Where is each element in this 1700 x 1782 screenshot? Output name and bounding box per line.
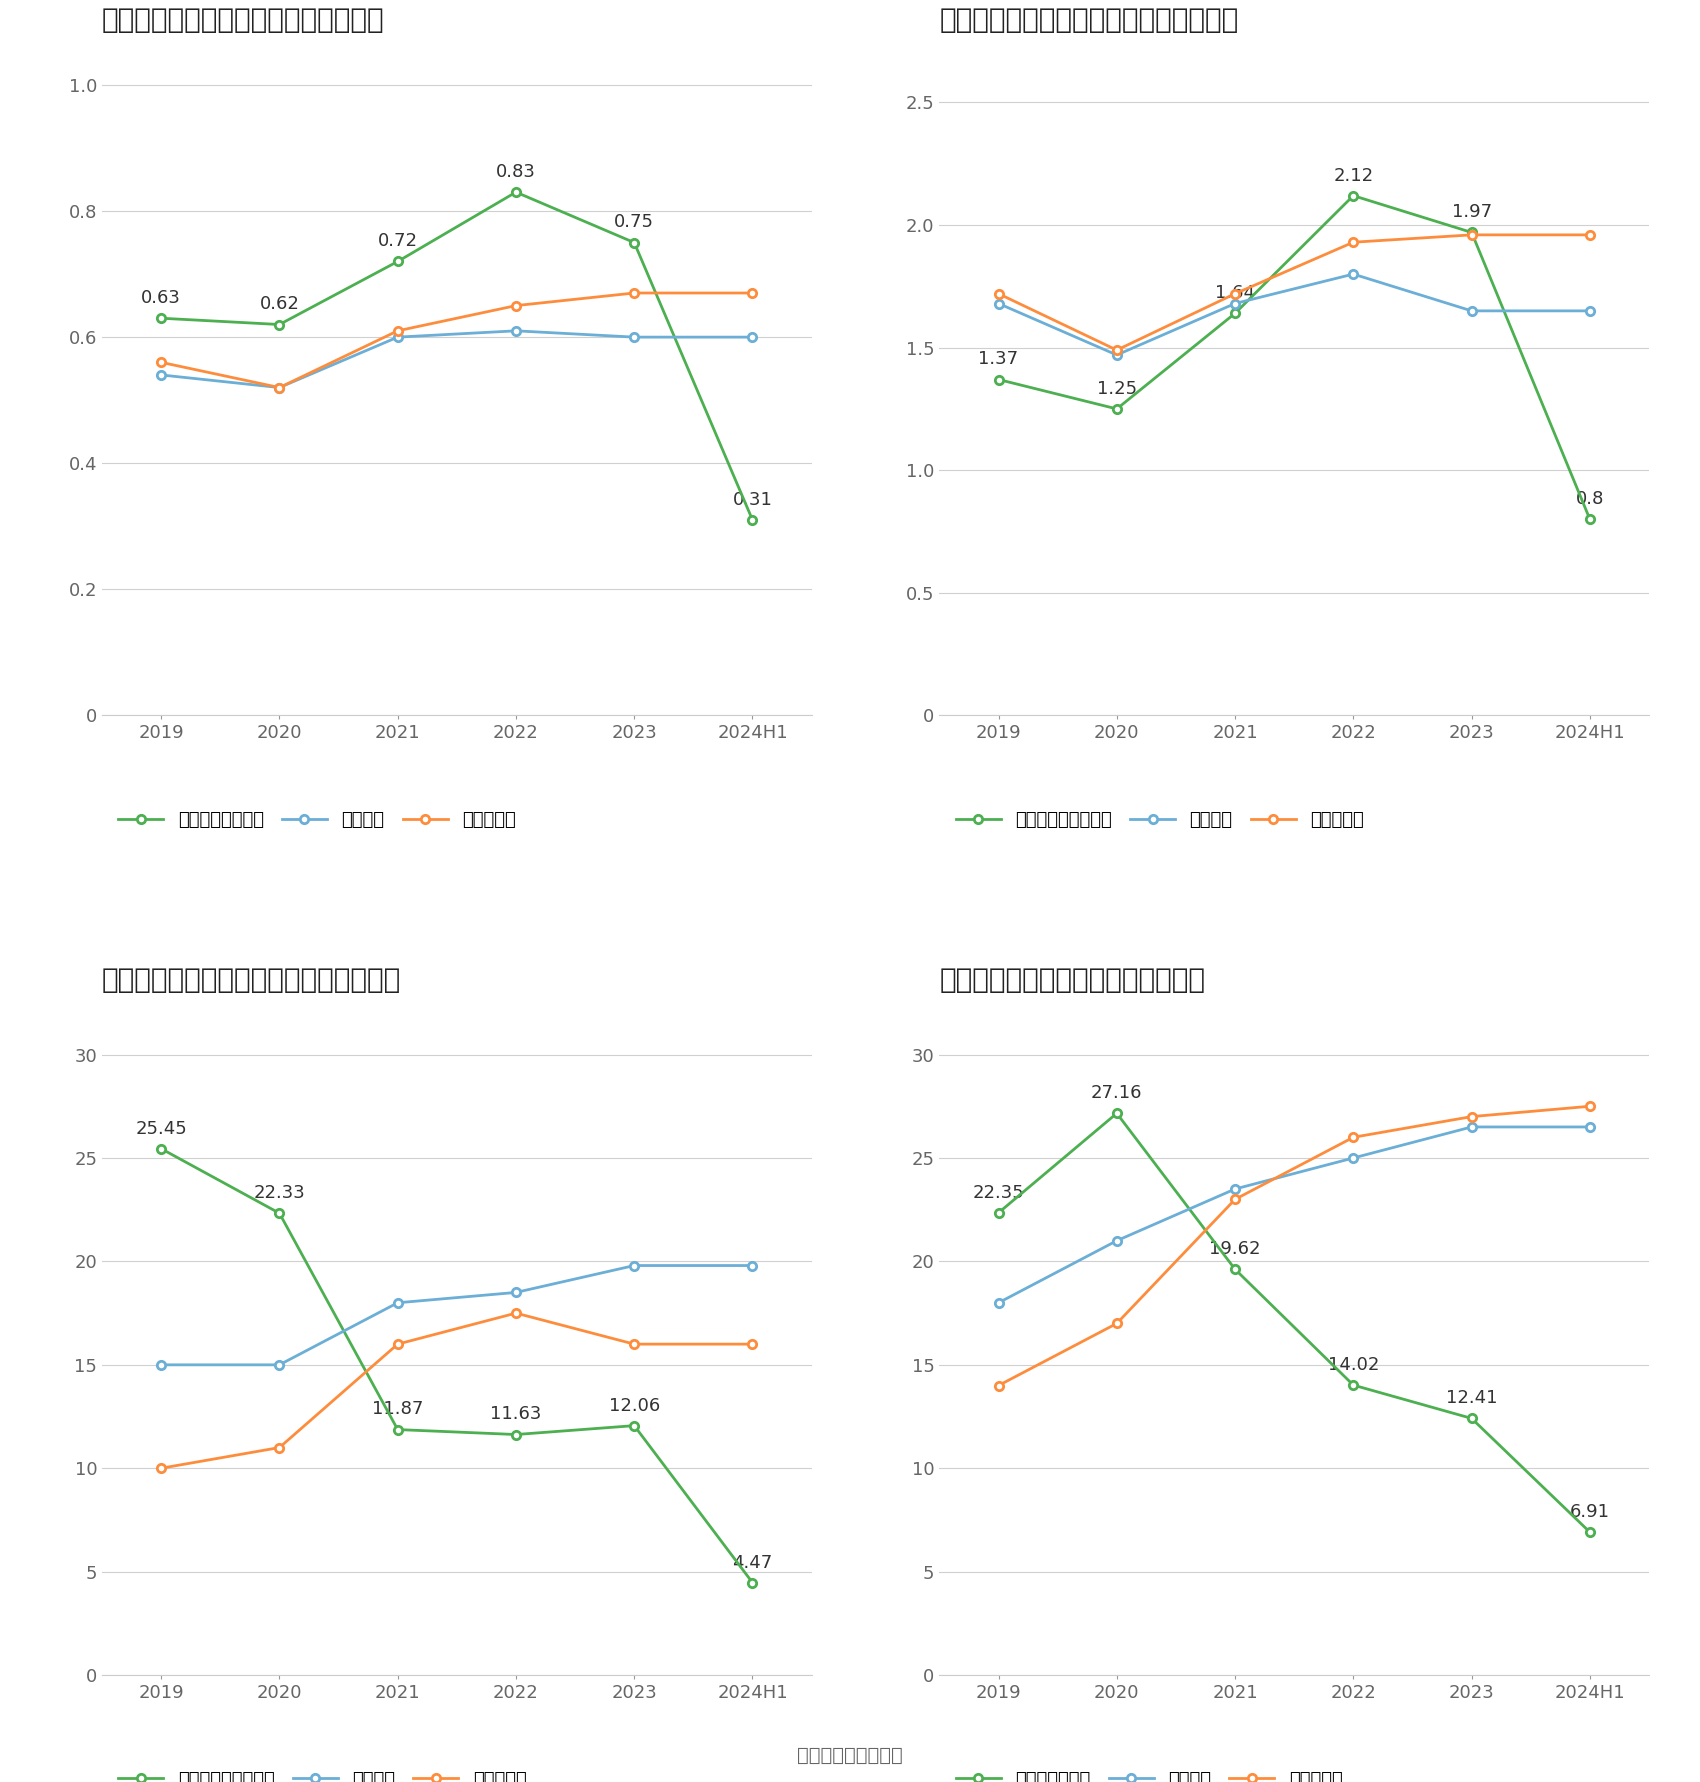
Text: 27.16: 27.16 (1091, 1083, 1142, 1103)
Text: 0.75: 0.75 (614, 214, 654, 232)
Text: 25.45: 25.45 (136, 1119, 187, 1137)
Text: 0.8: 0.8 (1576, 490, 1605, 508)
Legend: 公司存货周转率, 行业均值, 行业中位数: 公司存货周转率, 行业均值, 行业中位数 (949, 1764, 1350, 1782)
Text: 14.02: 14.02 (1328, 1356, 1379, 1374)
Text: 深圳燃气历年存货周转率情况（次）: 深圳燃气历年存货周转率情况（次） (940, 966, 1205, 994)
Text: 11.87: 11.87 (372, 1401, 423, 1418)
Text: 6.91: 6.91 (1569, 1502, 1610, 1522)
Text: 22.35: 22.35 (972, 1183, 1025, 1201)
Text: 深圳燃气历年固定资产周转率情况（次）: 深圳燃气历年固定资产周转率情况（次） (940, 7, 1239, 34)
Text: 2.12: 2.12 (1333, 166, 1374, 185)
Text: 0.83: 0.83 (496, 162, 536, 182)
Legend: 公司固定资产周转率, 行业均值, 行业中位数: 公司固定资产周转率, 行业均值, 行业中位数 (949, 804, 1372, 836)
Text: 4.47: 4.47 (733, 1554, 772, 1572)
Text: 19.62: 19.62 (1209, 1240, 1261, 1258)
Text: 11.63: 11.63 (490, 1406, 542, 1424)
Text: 1.64: 1.64 (1216, 283, 1255, 303)
Text: 1.97: 1.97 (1452, 203, 1491, 221)
Text: 0.62: 0.62 (260, 296, 299, 314)
Legend: 公司总资产周转率, 行业均值, 行业中位数: 公司总资产周转率, 行业均值, 行业中位数 (110, 804, 524, 836)
Text: 22.33: 22.33 (253, 1183, 306, 1203)
Text: 0.31: 0.31 (733, 490, 772, 510)
Text: 深圳燃气历年应收账款周转率情况（次）: 深圳燃气历年应收账款周转率情况（次） (102, 966, 401, 994)
Text: 1.37: 1.37 (979, 351, 1018, 369)
Text: 0.72: 0.72 (377, 232, 418, 249)
Text: 数据来源：恒生聚源: 数据来源：恒生聚源 (797, 1746, 903, 1764)
Text: 1.25: 1.25 (1096, 380, 1137, 397)
Text: 深圳燃气历年总资产周转率情况（次）: 深圳燃气历年总资产周转率情况（次） (102, 7, 384, 34)
Legend: 公司应收账款周转率, 行业均值, 行业中位数: 公司应收账款周转率, 行业均值, 行业中位数 (110, 1764, 534, 1782)
Text: 0.63: 0.63 (141, 289, 182, 307)
Text: 12.41: 12.41 (1445, 1390, 1498, 1408)
Text: 12.06: 12.06 (609, 1397, 660, 1415)
